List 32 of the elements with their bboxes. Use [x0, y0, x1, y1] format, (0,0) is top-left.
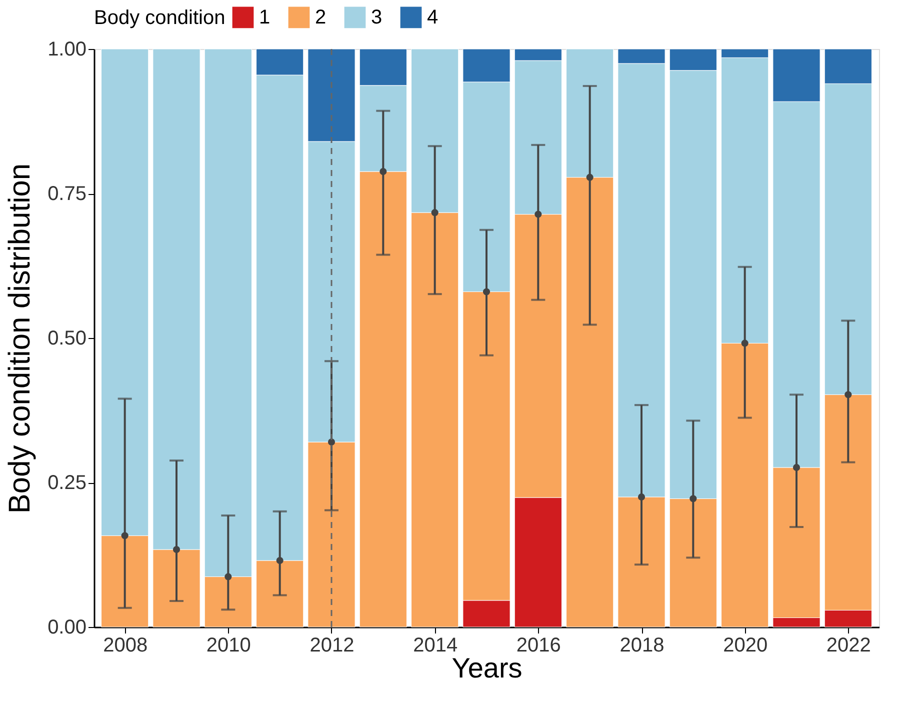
x-tick-label: 2012 [310, 634, 354, 656]
x-tick-label: 2022 [826, 634, 871, 656]
point [638, 493, 646, 500]
point [534, 210, 542, 218]
y-tick-label: 0.50 [48, 328, 86, 350]
point [380, 168, 387, 176]
legend-title: Body condition [94, 7, 226, 29]
point [741, 340, 748, 347]
y-tick-label: 0.00 [48, 616, 86, 638]
point [586, 174, 594, 181]
legend-label: 4 [427, 6, 438, 28]
y-tick-label: 0.25 [48, 472, 86, 494]
point [482, 288, 490, 296]
legend-label: 1 [259, 6, 270, 28]
point [844, 391, 852, 398]
point [690, 495, 697, 502]
point [431, 209, 438, 216]
point [224, 573, 232, 580]
point [172, 546, 180, 554]
legend-label: 3 [371, 6, 382, 28]
y-axis-title: Body condition distribution [4, 163, 37, 514]
point [121, 532, 128, 540]
legend-label: 2 [315, 6, 326, 28]
y-tick-label: 1.00 [48, 38, 86, 60]
x-tick-label: 2018 [620, 634, 664, 656]
point [276, 557, 284, 564]
y-tick-label: 0.75 [48, 183, 86, 205]
x-tick-label: 2008 [103, 634, 148, 656]
point [792, 464, 800, 471]
point [328, 438, 336, 446]
x-tick-label: 2010 [206, 634, 251, 656]
x-tick-label: 2020 [723, 634, 768, 656]
